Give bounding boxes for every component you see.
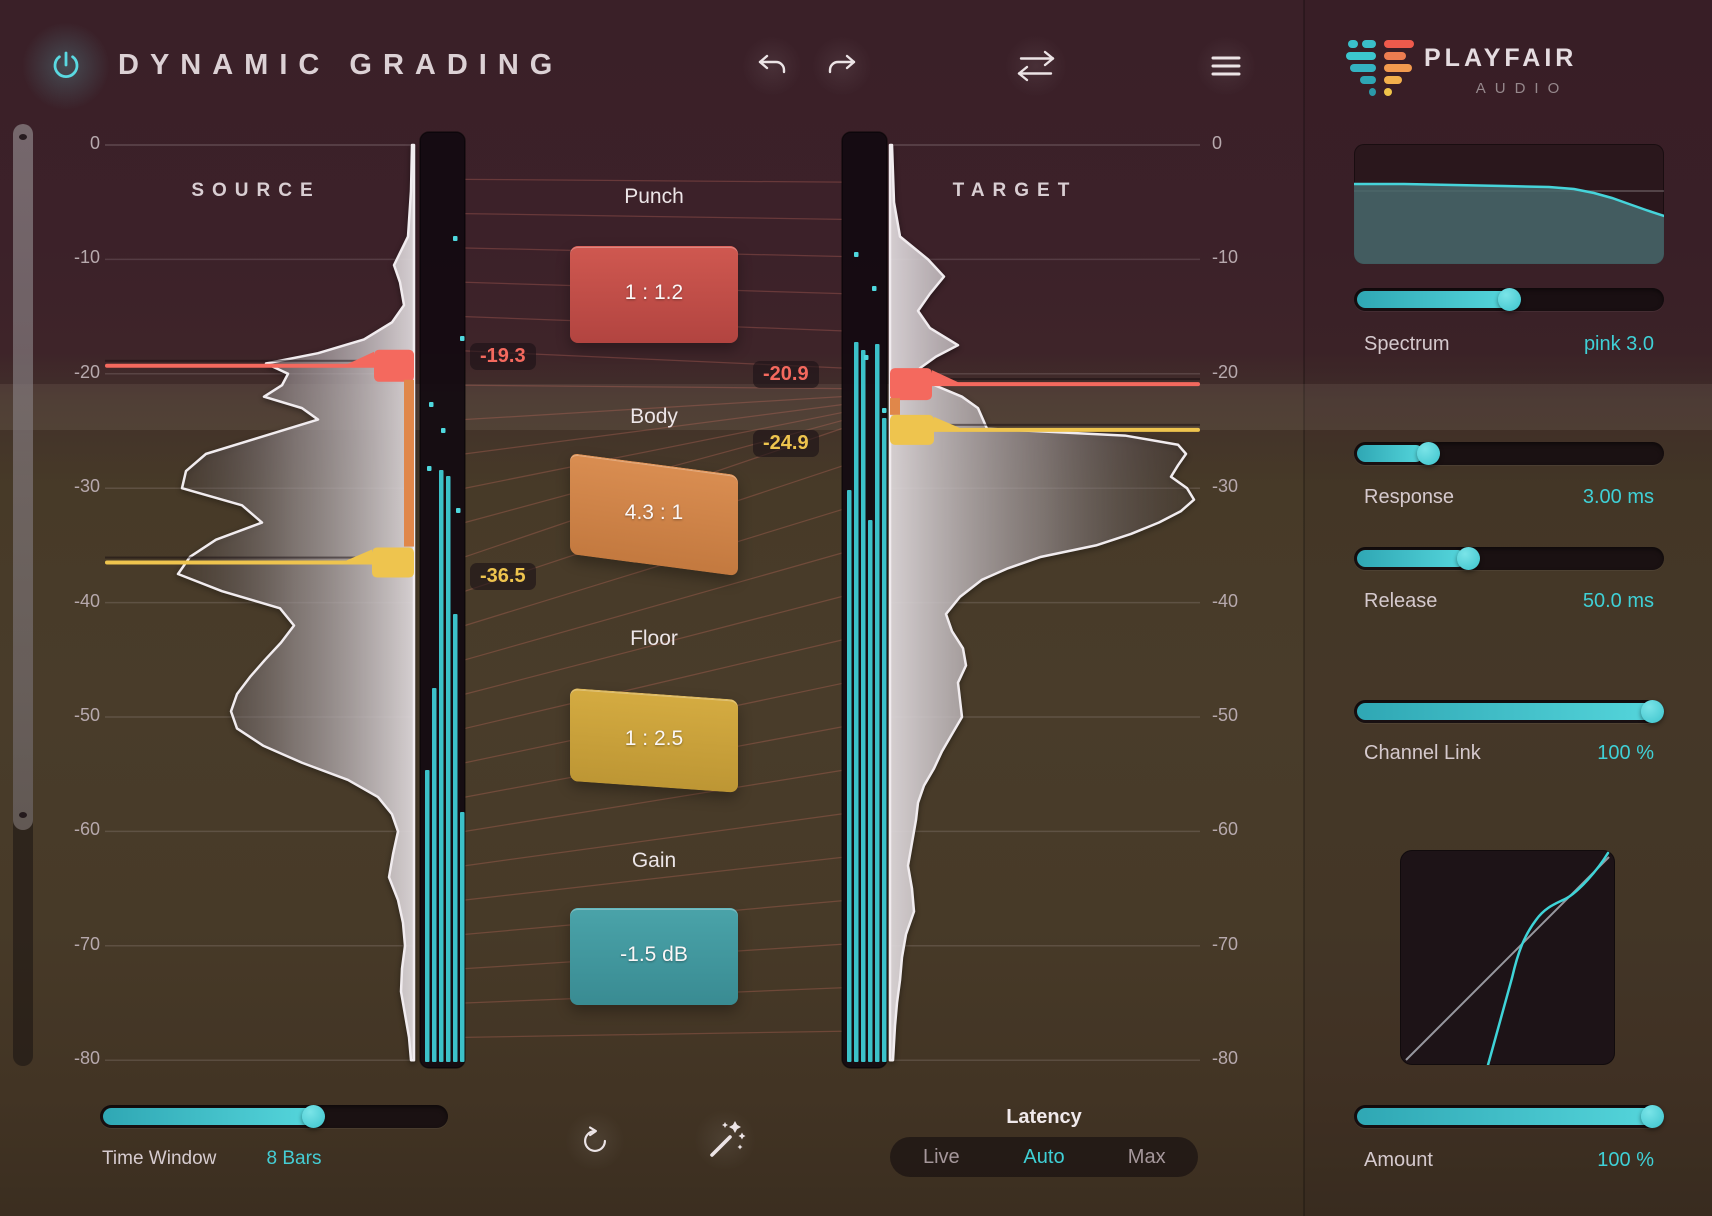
stage-label-floor: Floor — [630, 627, 678, 650]
response-slider-knob[interactable] — [1417, 442, 1441, 465]
page-title: DYNAMIC GRADING — [118, 49, 564, 81]
power-button[interactable] — [46, 46, 86, 86]
stage-label-punch: Punch — [624, 185, 684, 208]
amount-label: Amount — [1364, 1148, 1433, 1171]
source-punch-threshold-value[interactable]: -19.3 — [470, 343, 536, 370]
spectrum-slider-knob[interactable] — [1497, 288, 1521, 311]
db-zoom-scrollbar-track[interactable] — [13, 124, 33, 1066]
relearn-button[interactable] — [577, 1123, 613, 1159]
release-label: Release — [1364, 589, 1438, 612]
target-panel-title: TARGET — [952, 180, 1078, 201]
target-floor-threshold-value[interactable]: -24.9 — [753, 430, 819, 457]
gain-value: -1.5 dB — [620, 943, 688, 966]
scrollbar-handle-dot-top — [19, 134, 27, 140]
hamburger-menu-icon — [1211, 56, 1241, 76]
response-label: Response — [1364, 485, 1455, 508]
source-panel-title: SOURCE — [191, 180, 321, 201]
swap-source-target-button[interactable] — [1014, 46, 1055, 86]
undo-button[interactable] — [752, 46, 792, 86]
spectrum-value: pink 3.0 — [1583, 332, 1654, 355]
stage-label-body: Body — [630, 405, 678, 428]
amount-slider-fill — [1357, 1108, 1661, 1125]
redo-button[interactable] — [822, 46, 862, 86]
latency-label: Latency — [1006, 1106, 1082, 1128]
brand-logo-icon — [1346, 36, 1420, 102]
time-window-slider[interactable] — [100, 1105, 448, 1128]
time-window-slider-fill — [103, 1108, 316, 1125]
undo-button-glow — [742, 36, 802, 96]
undo-icon — [758, 54, 786, 74]
transfer-curve-display — [1400, 850, 1615, 1065]
target-punch-threshold-value[interactable]: -20.9 — [753, 361, 819, 388]
power-icon — [53, 51, 79, 78]
punch-ratio-box[interactable] — [570, 246, 738, 343]
swap-icon — [1017, 50, 1055, 82]
menu-button[interactable] — [1206, 46, 1246, 86]
scrollbar-handle-dot-bottom — [19, 812, 27, 818]
db-zoom-scrollbar-thumb[interactable] — [13, 124, 33, 830]
redo-button-glow — [812, 36, 872, 96]
refresh-icon — [584, 1126, 606, 1152]
release-slider-fill — [1357, 550, 1467, 567]
relearn-button-glow — [565, 1111, 625, 1171]
release-slider-knob[interactable] — [1457, 547, 1481, 570]
spectrum-slider[interactable] — [1354, 288, 1664, 311]
floor-ratio-value: 1 : 2.5 — [624, 727, 684, 750]
brand-name: PLAYFAIR — [1424, 44, 1578, 72]
spectrum-label: Spectrum — [1364, 332, 1450, 355]
channel-link-value: 100 % — [1597, 741, 1654, 764]
gain-box[interactable] — [570, 908, 738, 1005]
time-window-slider-knob[interactable] — [301, 1105, 325, 1128]
punch-ratio-value: 1 : 1.2 — [624, 281, 684, 304]
channel-link-slider[interactable] — [1354, 700, 1664, 723]
release-slider[interactable] — [1354, 547, 1664, 570]
magic-wand-icon — [710, 1121, 746, 1157]
response-slider-fill — [1357, 445, 1424, 462]
time-window-value: 8 Bars — [266, 1148, 322, 1169]
response-slider[interactable] — [1354, 442, 1664, 465]
response-value: 3.00 ms — [1582, 485, 1654, 508]
spectrum-display — [1354, 144, 1664, 264]
latency-option-live[interactable]: Live — [922, 1146, 960, 1168]
amount-slider-knob[interactable] — [1641, 1105, 1664, 1128]
channel-link-slider-fill — [1357, 703, 1661, 720]
amount-slider[interactable] — [1354, 1105, 1664, 1128]
auto-grade-button[interactable] — [704, 1119, 748, 1163]
latency-option-auto[interactable]: Auto — [1023, 1146, 1065, 1168]
swap-button-glow — [1004, 36, 1068, 96]
channel-link-label: Channel Link — [1364, 741, 1481, 764]
source-floor-threshold-value[interactable]: -36.5 — [470, 563, 536, 590]
brand-subtitle: AUDIO — [1475, 80, 1569, 97]
body-ratio-value: 4.3 : 1 — [624, 501, 684, 524]
spectrum-slider-fill — [1357, 291, 1509, 308]
latency-option-max[interactable]: Max — [1127, 1146, 1166, 1168]
release-value: 50.0 ms — [1582, 589, 1654, 612]
time-window-label: Time Window — [102, 1148, 217, 1169]
panel-divider — [1303, 0, 1305, 1216]
channel-link-slider-knob[interactable] — [1641, 700, 1664, 723]
stage-label-gain: Gain — [631, 849, 677, 872]
latency-selector[interactable]: Live Auto Max — [890, 1137, 1198, 1177]
redo-icon — [828, 54, 856, 74]
amount-value: 100 % — [1597, 1148, 1654, 1171]
